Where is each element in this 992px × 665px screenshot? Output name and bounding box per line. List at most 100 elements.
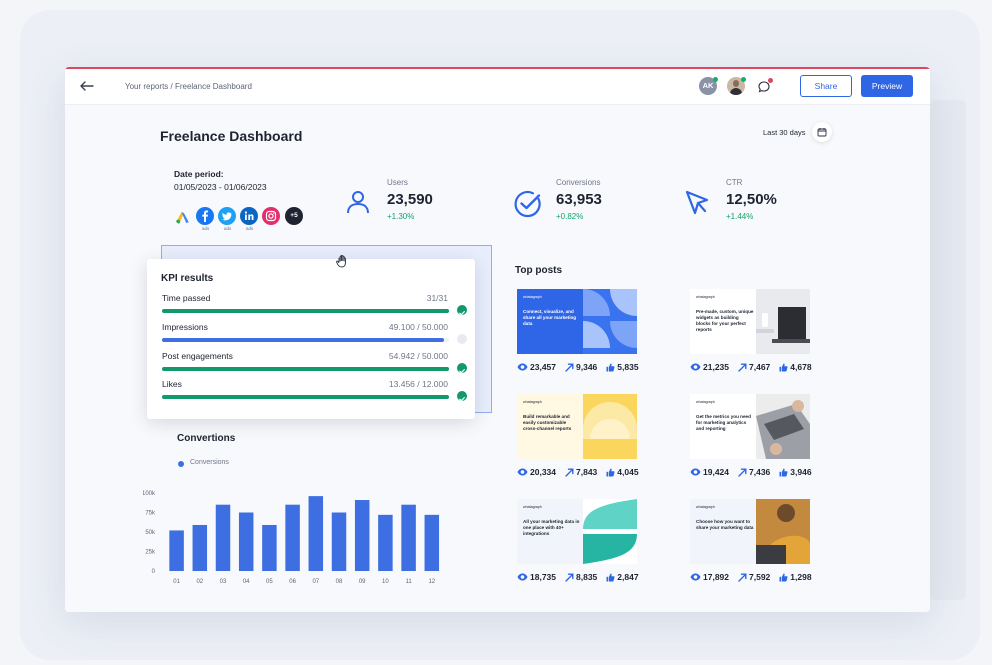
post-likes: 1,298 [779, 571, 812, 582]
post-caption: Choose how you want to share your market… [696, 519, 754, 530]
post-likes-value: 4,045 [617, 467, 639, 478]
twitter-ads-sub: ads [224, 226, 232, 231]
post-views: 18,735 [517, 571, 556, 582]
bar-08[interactable] [331, 512, 347, 572]
avatar-photo[interactable] [727, 77, 745, 95]
y-tick-label: 100k [143, 491, 156, 497]
thumbs-up-icon [779, 573, 788, 582]
post-views-value: 23,457 [530, 362, 556, 373]
x-tick-label: 05 [266, 579, 273, 585]
post-stats: 18,735 8,835 2,847 [517, 571, 639, 583]
x-tick-label: 03 [220, 579, 227, 585]
post-clicks: 7,436 [738, 466, 770, 477]
date-range-label[interactable]: Last 30 days [763, 128, 806, 137]
post-likes-value: 5,835 [617, 362, 639, 373]
post-thumbnail[interactable]: whatagraph Connect, visualize, and share … [517, 289, 637, 354]
post-thumbnail[interactable]: whatagraph All your marketing data in one… [517, 499, 637, 564]
kpi-conversions-delta: +0.82% [556, 212, 584, 221]
post-likes: 2,847 [606, 571, 639, 582]
post-artwork [583, 499, 637, 564]
x-tick-label: 02 [196, 579, 203, 585]
check-icon [459, 397, 465, 402]
user-icon [347, 191, 369, 214]
eye-icon [690, 468, 701, 476]
bar-11[interactable] [401, 504, 416, 571]
breadcrumb[interactable]: Your reports / Freelance Dashboard [125, 82, 252, 91]
post-views: 23,457 [517, 361, 556, 372]
more-sources-badge[interactable]: +5 [285, 207, 303, 225]
background-card [930, 100, 966, 600]
post-caption: Connect, visualize, and share all your m… [523, 309, 577, 326]
bar-02[interactable] [192, 524, 208, 571]
notification-dot [768, 78, 773, 83]
bar-07[interactable] [308, 496, 324, 571]
bar-01[interactable] [169, 530, 184, 571]
x-tick-label: 11 [405, 579, 412, 585]
post-views-value: 20,334 [530, 467, 556, 478]
bar-12[interactable] [424, 514, 440, 571]
trend-arrow-icon [738, 573, 747, 582]
bar-06[interactable] [285, 504, 300, 571]
bar-05[interactable] [262, 524, 277, 571]
post-brand: whatagraph [523, 505, 542, 509]
page-title: Freelance Dashboard [160, 128, 303, 144]
post-likes: 5,835 [606, 361, 639, 373]
calendar-button[interactable] [812, 122, 832, 142]
kpi-progress-fill [162, 367, 449, 371]
post-views-value: 18,735 [530, 572, 556, 583]
x-tick-label: 08 [336, 579, 343, 585]
post-clicks: 7,467 [738, 361, 770, 372]
trend-arrow-icon [738, 363, 747, 372]
facebook-icon [196, 207, 214, 225]
avatar[interactable]: AK [699, 77, 717, 95]
post-thumbnail[interactable]: whatagraph Build remarkable and easily cu… [517, 394, 637, 459]
kpi-progress-track [162, 395, 449, 399]
calendar-icon [817, 128, 827, 137]
kpi-results-widget[interactable]: KPI results Time passed 31/31 Impressions 4… [147, 259, 475, 419]
kpi-progress-track [162, 309, 449, 313]
check-icon [459, 311, 465, 316]
x-tick-label: 12 [428, 579, 435, 585]
eye-icon [517, 573, 528, 581]
post-thumbnail[interactable]: whatagraph Choose how you want to share y… [690, 499, 810, 564]
comment-icon[interactable] [757, 80, 771, 94]
post-stats: 17,892 7,592 1,298 [690, 571, 812, 583]
kpi-conversions-value: 63,953 [556, 191, 602, 208]
thumbs-up-icon [606, 573, 615, 582]
instagram-icon [262, 207, 280, 225]
post-caption: Get the metrics you need for marketing a… [696, 414, 751, 431]
back-arrow-icon[interactable] [79, 78, 95, 94]
kpi-row-value: 49.100 / 50.000 [388, 322, 448, 332]
online-status-dot [741, 77, 746, 82]
kpi-users-value: 23,590 [387, 191, 433, 208]
bar-03[interactable] [215, 504, 231, 571]
thumbs-up-icon [606, 363, 615, 372]
bar-10[interactable] [378, 514, 393, 571]
dashboard-window: Your reports / Freelance Dashboard AK Sh… [65, 67, 930, 612]
check-icon [459, 369, 465, 374]
post-brand: whatagraph [696, 505, 715, 509]
linkedin-glyph [244, 211, 254, 220]
post-stats: 19,424 7,436 3,946 [690, 466, 812, 478]
post-likes: 3,946 [779, 466, 812, 477]
cursor-arrow-icon [685, 190, 709, 215]
post-clicks: 9,346 [565, 361, 597, 372]
instagram-glyph [265, 210, 277, 222]
bar-04[interactable] [238, 512, 254, 572]
linkedin-icon [240, 207, 258, 225]
post-thumbnail[interactable]: whatagraph Get the metrics you need for m… [690, 394, 810, 459]
trend-arrow-icon [565, 468, 574, 477]
post-artwork [583, 289, 637, 354]
share-button[interactable]: Share [800, 75, 852, 97]
post-views: 21,235 [690, 361, 729, 372]
bar-09[interactable] [354, 500, 370, 571]
post-likes: 4,045 [606, 466, 639, 478]
thumbs-up-icon [606, 468, 615, 477]
post-thumbnail[interactable]: whatagraph Pre-made, custom, unique widge… [690, 289, 810, 354]
preview-button[interactable]: Preview [861, 75, 913, 97]
eye-icon [690, 363, 701, 371]
post-brand: whatagraph [696, 400, 715, 404]
kpi-conversions-label: Conversions [556, 178, 601, 187]
kpi-row-value: 31/31 [426, 293, 448, 303]
post-artwork [756, 394, 810, 459]
